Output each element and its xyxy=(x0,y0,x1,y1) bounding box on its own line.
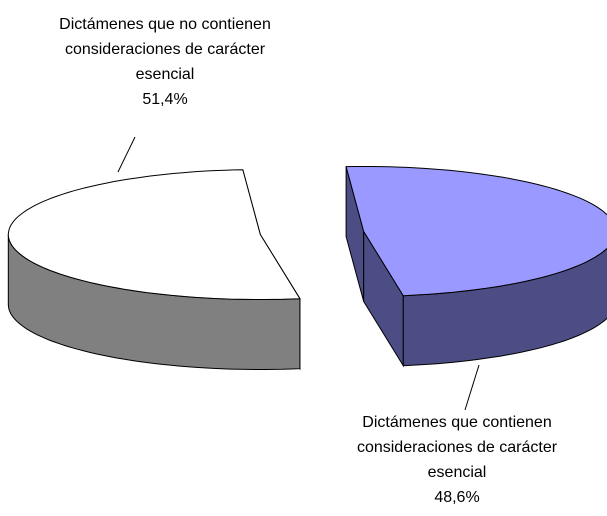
slice-label: Dictámenes que contienen consideraciones… xyxy=(332,410,582,510)
slices xyxy=(7,166,607,371)
slice xyxy=(345,166,607,297)
slice xyxy=(7,169,301,300)
slice-label: Dictámenes que no contienen consideracio… xyxy=(40,12,290,112)
leader-line xyxy=(464,364,480,411)
leader-line xyxy=(117,136,136,173)
category-label: Dictámenes que contienen consideraciones… xyxy=(356,414,558,481)
value-label: 51,4% xyxy=(142,91,188,108)
category-label: Dictámenes que no contienen consideracio… xyxy=(59,16,271,83)
value-label: 48,6% xyxy=(434,489,480,506)
